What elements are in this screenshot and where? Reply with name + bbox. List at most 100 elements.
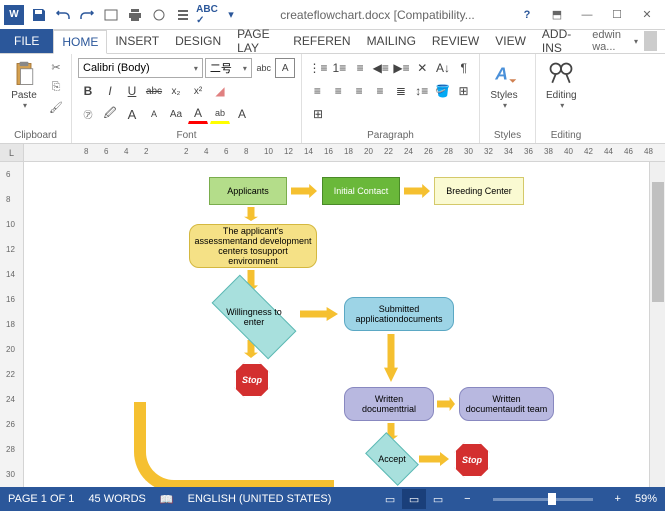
close-icon[interactable]: ✕	[633, 4, 661, 26]
tab-addins[interactable]: ADD-INS	[534, 29, 584, 53]
grow-font-icon[interactable]: A	[122, 104, 142, 124]
multilevel-icon[interactable]: ≡	[351, 58, 370, 78]
borders-icon[interactable]: ⊞	[454, 81, 473, 101]
font-name-select[interactable]: Calibri (Body)▾	[78, 58, 203, 78]
bold-button[interactable]: B	[78, 81, 98, 101]
user-name: edwin wa...	[592, 29, 628, 53]
redo-icon[interactable]	[76, 4, 98, 26]
ribbon-tabs: FILE HOME INSERT DESIGN PAGE LAY REFEREN…	[0, 30, 665, 54]
tab-view[interactable]: VIEW	[487, 29, 534, 53]
align-center-icon[interactable]: ≡	[329, 81, 348, 101]
stop-stop2: Stop	[454, 442, 490, 478]
zoom-slider[interactable]	[493, 498, 593, 501]
change-case-icon[interactable]: Aa	[166, 104, 186, 124]
font-color-icon[interactable]: A	[188, 104, 208, 124]
qat-icon-6[interactable]	[148, 4, 170, 26]
format-painter-icon[interactable]: 🖌	[46, 98, 66, 116]
page-indicator[interactable]: PAGE 1 OF 1	[8, 493, 74, 505]
web-layout-icon[interactable]: ▭	[426, 489, 450, 509]
flowchart-arrow	[404, 184, 430, 198]
paste-button[interactable]: Paste ▾	[6, 58, 42, 112]
superscript-button[interactable]: x²	[188, 81, 208, 101]
zoom-in-icon[interactable]: +	[615, 493, 621, 505]
editing-group: Editing ▾ Editing	[536, 54, 596, 143]
increase-indent-icon[interactable]: ▶≡	[392, 58, 411, 78]
word-count[interactable]: 45 WORDS	[88, 493, 145, 505]
node-submitted: Submitted applicationdocuments	[344, 297, 454, 331]
document-canvas[interactable]: ApplicantsInitial ContactBreeding Center…	[24, 162, 665, 487]
underline-button[interactable]: U	[122, 81, 142, 101]
flowchart-arrow	[437, 397, 455, 411]
help-icon[interactable]: ?	[513, 4, 541, 26]
phonetic-icon[interactable]: ㋐	[78, 104, 98, 124]
tab-home[interactable]: HOME	[53, 30, 107, 54]
font-size-select[interactable]: 二号▾	[205, 58, 252, 78]
tab-mailings[interactable]: MAILING	[359, 29, 424, 53]
clear-formatting-icon[interactable]: abc	[254, 58, 274, 78]
align-right-icon[interactable]: ≡	[350, 81, 369, 101]
show-marks-icon[interactable]: ¶	[454, 58, 473, 78]
file-tab[interactable]: FILE	[0, 29, 53, 53]
tab-review[interactable]: REVIEW	[424, 29, 487, 53]
document-title: createflowchart.docx [Compatibility...	[242, 8, 513, 22]
text-highlight-icon[interactable]: 🖉	[100, 104, 120, 124]
sort-icon[interactable]: A↓	[434, 58, 453, 78]
italic-button[interactable]: I	[100, 81, 120, 101]
highlight-icon[interactable]: ab	[210, 104, 230, 124]
zoom-out-icon[interactable]: −	[464, 493, 470, 505]
maximize-icon[interactable]: ☐	[603, 4, 631, 26]
read-mode-icon[interactable]: ▭	[378, 489, 402, 509]
strikethrough-button[interactable]: abc	[144, 81, 164, 101]
text-effects-icon[interactable]: ◢	[210, 81, 230, 101]
tab-references[interactable]: REFEREN	[285, 29, 358, 53]
ruler-corner: L	[0, 144, 24, 161]
qat-icon-7[interactable]	[172, 4, 194, 26]
asian-layout-icon[interactable]: ✕	[413, 58, 432, 78]
print-icon[interactable]	[124, 4, 146, 26]
snap-grid-icon[interactable]: ⊞	[308, 104, 328, 124]
bullets-icon[interactable]: ⋮≡	[308, 58, 328, 78]
node-written_audit: Written documentaudit team	[459, 387, 554, 421]
paragraph-group: ⋮≡ 1≡ ≡ ◀≡ ▶≡ ✕ A↓ ¶ ≡ ≡ ≡ ≡ ≣ ↕≡ 🪣	[302, 54, 480, 143]
copy-icon[interactable]: ⎘	[46, 78, 66, 96]
character-border-icon[interactable]: A	[275, 58, 295, 78]
tab-design[interactable]: DESIGN	[167, 29, 229, 53]
print-layout-icon[interactable]: ▭	[402, 489, 426, 509]
line-spacing-icon[interactable]: ↕≡	[412, 81, 431, 101]
undo-icon[interactable]	[52, 4, 74, 26]
vertical-scrollbar[interactable]	[649, 162, 665, 487]
node-breeding: Breeding Center	[434, 177, 524, 205]
qat-dropdown-icon[interactable]: ▾	[220, 4, 242, 26]
scrollbar-thumb[interactable]	[652, 182, 664, 302]
numbering-icon[interactable]: 1≡	[330, 58, 349, 78]
zoom-level[interactable]: 59%	[635, 493, 657, 505]
node-applicants: Applicants	[209, 177, 287, 205]
tab-pagelayout[interactable]: PAGE LAY	[229, 29, 285, 53]
user-area[interactable]: edwin wa... ▾	[584, 29, 665, 53]
shading-icon[interactable]: 🪣	[433, 81, 452, 101]
styles-button[interactable]: A Styles ▾	[486, 58, 522, 112]
language-indicator[interactable]: ENGLISH (UNITED STATES)	[188, 493, 332, 505]
justify-icon[interactable]: ≡	[371, 81, 390, 101]
char-shading-icon[interactable]: A	[232, 104, 252, 124]
flowchart-arrow	[291, 184, 317, 198]
minimize-icon[interactable]: —	[573, 4, 601, 26]
distributed-icon[interactable]: ≣	[392, 81, 411, 101]
spellcheck-icon[interactable]: ABC✓	[196, 4, 218, 26]
subscript-button[interactable]: x₂	[166, 81, 186, 101]
save-icon[interactable]	[28, 4, 50, 26]
titlebar: W ABC✓ ▾ createflowchart.docx [Compatibi…	[0, 0, 665, 30]
node-assessment: The applicant's assessmentand developmen…	[189, 224, 317, 268]
shrink-font-icon[interactable]: A	[144, 104, 164, 124]
cut-icon[interactable]: ✂	[46, 58, 66, 76]
word-app-icon: W	[4, 5, 24, 25]
tab-insert[interactable]: INSERT	[107, 29, 167, 53]
ribbon-display-icon[interactable]: ⬒	[543, 4, 571, 26]
editing-button[interactable]: Editing ▾	[542, 58, 581, 112]
qat-icon-4[interactable]	[100, 4, 122, 26]
statusbar: PAGE 1 OF 1 45 WORDS 📖 ENGLISH (UNITED S…	[0, 487, 665, 511]
decrease-indent-icon[interactable]: ◀≡	[371, 58, 390, 78]
styles-group: A Styles ▾ Styles	[480, 54, 536, 143]
align-left-icon[interactable]: ≡	[308, 81, 327, 101]
proofing-icon[interactable]: 📖	[160, 493, 174, 506]
